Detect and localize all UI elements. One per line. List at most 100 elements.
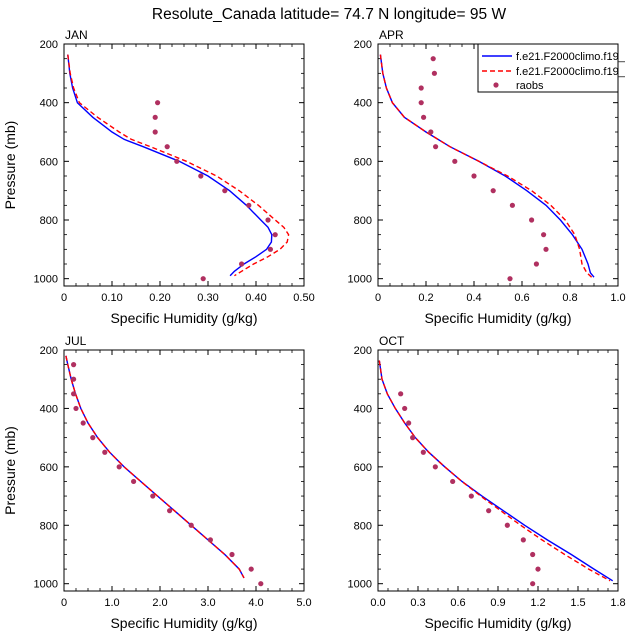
raobs-point	[164, 144, 170, 150]
panel-oct: OCT 0.0 0.3 0.6 0.9 1.2 1.5 1.8 200 400 600 800 1000…	[348, 334, 626, 631]
raobs-point	[433, 144, 439, 150]
raobs-point	[222, 188, 228, 194]
raobs-point	[418, 85, 424, 91]
raobs-point	[410, 435, 416, 441]
series-line	[379, 54, 593, 278]
raobs-point	[418, 100, 424, 106]
panel-label: APR	[379, 28, 404, 42]
x-tick-label: 5.0	[296, 597, 311, 609]
y-tick-label: 800	[40, 520, 58, 532]
legend-label: f.e21.F2000climo.f19_	[516, 51, 626, 63]
panel-jul: JUL 0 1.0 2.0 3.0 4.0 5.0 200 400 600 800 1000 Speci…	[2, 334, 312, 631]
x-tick-label: 0.8	[562, 292, 577, 304]
panel-label: OCT	[379, 334, 405, 348]
raobs-point	[402, 405, 408, 412]
raobs-series	[71, 362, 264, 587]
raobs-point	[73, 405, 79, 412]
x-tick-label: 0.3	[410, 597, 425, 609]
y-tick-label: 600	[354, 462, 372, 474]
raobs-point	[131, 478, 137, 485]
y-tick-label: 1000	[348, 274, 372, 286]
raobs-point	[80, 420, 86, 426]
x-tick-label: 0.4	[466, 292, 481, 304]
raobs-point	[188, 522, 194, 528]
y-tick-label: 1000	[34, 274, 58, 286]
x-tick-label: 0.9	[490, 597, 505, 609]
x-tick-label: 0.40	[245, 292, 266, 304]
raobs-point	[530, 581, 536, 587]
raobs-series	[418, 56, 549, 282]
raobs-point	[155, 100, 161, 106]
raobs-point	[504, 522, 510, 528]
y-tick-label: 1000	[348, 579, 372, 591]
series-line	[378, 360, 611, 582]
x-tick-label: 0.6	[514, 292, 529, 304]
raobs-point	[71, 391, 77, 397]
raobs-point	[90, 435, 96, 441]
raobs-point	[420, 449, 426, 455]
raobs-point	[152, 114, 158, 120]
raobs-point	[431, 70, 437, 76]
x-axis-label: Specific Humidity (g/kg)	[110, 615, 257, 631]
model-solid-series	[65, 355, 245, 579]
raobs-point	[200, 276, 206, 282]
raobs-point	[116, 464, 122, 470]
x-tick-label: 1.0	[610, 292, 625, 304]
model-dashed-series	[378, 360, 611, 582]
raobs-point	[450, 478, 456, 485]
x-tick-label: 1.5	[570, 597, 585, 609]
model-solid-series	[67, 54, 273, 277]
raobs-point	[507, 276, 513, 282]
x-tick-label: 3.0	[200, 597, 215, 609]
raobs-point	[452, 158, 458, 164]
raobs-point	[468, 493, 474, 499]
y-tick-label: 200	[354, 345, 372, 357]
raobs-point	[265, 217, 271, 223]
x-tick-label: 0	[61, 597, 67, 609]
model-solid-series	[378, 360, 614, 582]
raobs-point	[258, 581, 264, 587]
x-tick-label: 1.0	[104, 597, 119, 609]
x-tick-label: 0.30	[197, 292, 218, 304]
x-tick-label: 0.10	[101, 292, 122, 304]
x-tick-label: 1.2	[530, 597, 545, 609]
raobs-point	[239, 261, 245, 267]
raobs-point	[530, 551, 536, 558]
raobs-point	[167, 508, 173, 514]
raobs-point	[174, 158, 180, 164]
raobs-point	[267, 246, 273, 252]
y-tick-label: 800	[354, 215, 372, 227]
raobs-point	[398, 391, 404, 397]
y-tick-label: 600	[40, 156, 58, 168]
y-tick-label: 200	[40, 345, 58, 357]
raobs-point	[198, 173, 204, 179]
x-tick-label: 0.6	[450, 597, 465, 609]
x-tick-label: 0	[61, 292, 67, 304]
model-dashed-series	[65, 355, 245, 579]
raobs-point	[229, 551, 235, 558]
plot-frame	[63, 349, 305, 592]
y-tick-label: 200	[40, 39, 58, 51]
x-tick-label: 0.20	[149, 292, 170, 304]
raobs-point	[490, 188, 496, 194]
raobs-point	[272, 232, 278, 238]
y-tick-label: 400	[354, 403, 372, 415]
y-tick-label: 800	[354, 520, 372, 532]
legend-marker-raobs	[493, 82, 499, 88]
y-axis-label: Pressure (mb)	[2, 121, 18, 210]
raobs-point	[520, 537, 526, 543]
raobs-series	[152, 100, 278, 282]
panel-jan: JAN 0 0.10 0.20 0.30 0.40 0.50 200 400 600 800 1000…	[2, 28, 315, 326]
raobs-point	[102, 449, 108, 455]
x-axis-label: Specific Humidity (g/kg)	[424, 310, 571, 326]
y-tick-label: 200	[354, 39, 372, 51]
legend: f.e21.F2000climo.f19_ f.e21.F2000climo.f1…	[477, 43, 626, 93]
y-tick-label: 600	[354, 156, 372, 168]
raobs-point	[541, 232, 547, 238]
series-line	[378, 360, 614, 582]
panel-label: JUL	[65, 334, 87, 348]
raobs-point	[71, 362, 77, 368]
series-line	[67, 54, 273, 277]
y-tick-label: 800	[40, 215, 58, 227]
